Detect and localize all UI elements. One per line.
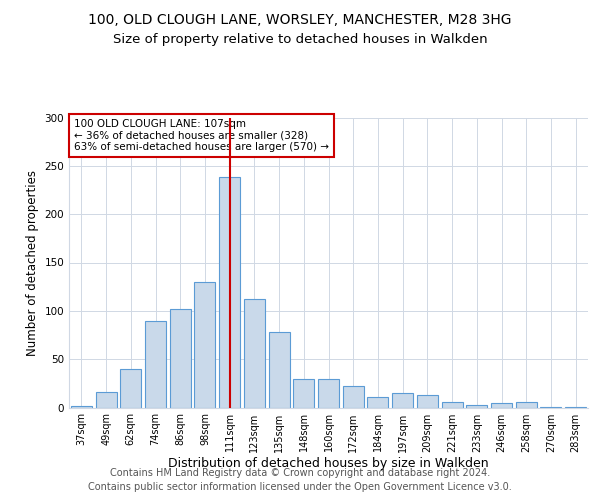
Bar <box>565 406 586 408</box>
Bar <box>318 378 339 408</box>
Bar <box>293 378 314 408</box>
Bar <box>244 299 265 408</box>
Text: 100, OLD CLOUGH LANE, WORSLEY, MANCHESTER, M28 3HG: 100, OLD CLOUGH LANE, WORSLEY, MANCHESTE… <box>88 12 512 26</box>
Bar <box>95 392 116 407</box>
X-axis label: Distribution of detached houses by size in Walkden: Distribution of detached houses by size … <box>168 458 489 470</box>
Bar <box>343 386 364 407</box>
Bar <box>541 406 562 408</box>
Bar <box>170 309 191 408</box>
Bar <box>219 178 240 408</box>
Bar <box>269 332 290 407</box>
Bar <box>145 320 166 408</box>
Bar <box>466 404 487 407</box>
Bar <box>367 397 388 407</box>
Bar <box>71 406 92 407</box>
Text: 100 OLD CLOUGH LANE: 107sqm
← 36% of detached houses are smaller (328)
63% of se: 100 OLD CLOUGH LANE: 107sqm ← 36% of det… <box>74 119 329 152</box>
Text: Contains HM Land Registry data © Crown copyright and database right 2024.: Contains HM Land Registry data © Crown c… <box>110 468 490 477</box>
Bar <box>120 369 141 408</box>
Bar <box>516 402 537 407</box>
Text: Contains public sector information licensed under the Open Government Licence v3: Contains public sector information licen… <box>88 482 512 492</box>
Y-axis label: Number of detached properties: Number of detached properties <box>26 170 39 356</box>
Bar <box>442 402 463 407</box>
Bar <box>491 402 512 407</box>
Bar <box>417 395 438 407</box>
Text: Size of property relative to detached houses in Walkden: Size of property relative to detached ho… <box>113 32 487 46</box>
Bar <box>194 282 215 408</box>
Bar <box>392 393 413 407</box>
